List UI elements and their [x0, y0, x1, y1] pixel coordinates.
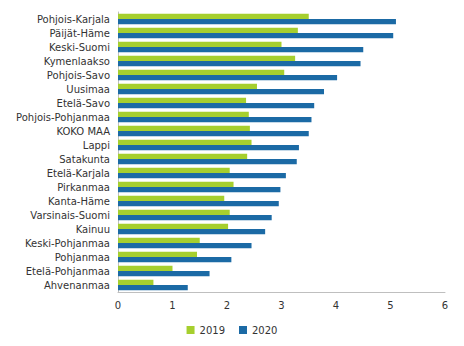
- svg-text:Varsinais-Suomi: Varsinais-Suomi: [30, 210, 110, 221]
- svg-text:0: 0: [115, 300, 121, 311]
- svg-text:4: 4: [333, 300, 339, 311]
- svg-text:2: 2: [224, 300, 230, 311]
- svg-text:Pohjois-Pohjanmaa: Pohjois-Pohjanmaa: [16, 112, 110, 123]
- svg-text:5: 5: [387, 300, 393, 311]
- svg-text:Pohjois-Karjala: Pohjois-Karjala: [37, 14, 110, 25]
- svg-text:2020: 2020: [252, 325, 277, 336]
- svg-text:Kainuu: Kainuu: [76, 224, 110, 235]
- svg-text:Pohjanmaa: Pohjanmaa: [55, 252, 110, 263]
- svg-text:Kymenlaakso: Kymenlaakso: [44, 56, 110, 67]
- svg-text:Etelä-Pohjanmaa: Etelä-Pohjanmaa: [26, 266, 110, 277]
- svg-text:Kanta-Häme: Kanta-Häme: [48, 196, 110, 207]
- svg-text:KOKO MAA: KOKO MAA: [56, 126, 110, 137]
- svg-text:2019: 2019: [200, 325, 225, 336]
- svg-text:Uusimaa: Uusimaa: [66, 84, 110, 95]
- svg-text:6: 6: [442, 300, 448, 311]
- svg-text:Etelä-Karjala: Etelä-Karjala: [47, 168, 110, 179]
- svg-text:Ahvenanmaa: Ahvenanmaa: [44, 280, 110, 291]
- svg-text:Lappi: Lappi: [83, 140, 110, 151]
- svg-text:Satakunta: Satakunta: [59, 154, 110, 165]
- svg-text:1: 1: [169, 300, 175, 311]
- svg-text:Pohjois-Savo: Pohjois-Savo: [47, 70, 110, 81]
- svg-text:Keski-Suomi: Keski-Suomi: [49, 42, 110, 53]
- svg-text:Pirkanmaa: Pirkanmaa: [57, 182, 110, 193]
- svg-text:Päijät-Häme: Päijät-Häme: [50, 28, 110, 39]
- svg-text:3: 3: [278, 300, 284, 311]
- svg-text:Etelä-Savo: Etelä-Savo: [57, 98, 110, 109]
- svg-text:Keski-Pohjanmaa: Keski-Pohjanmaa: [25, 238, 110, 249]
